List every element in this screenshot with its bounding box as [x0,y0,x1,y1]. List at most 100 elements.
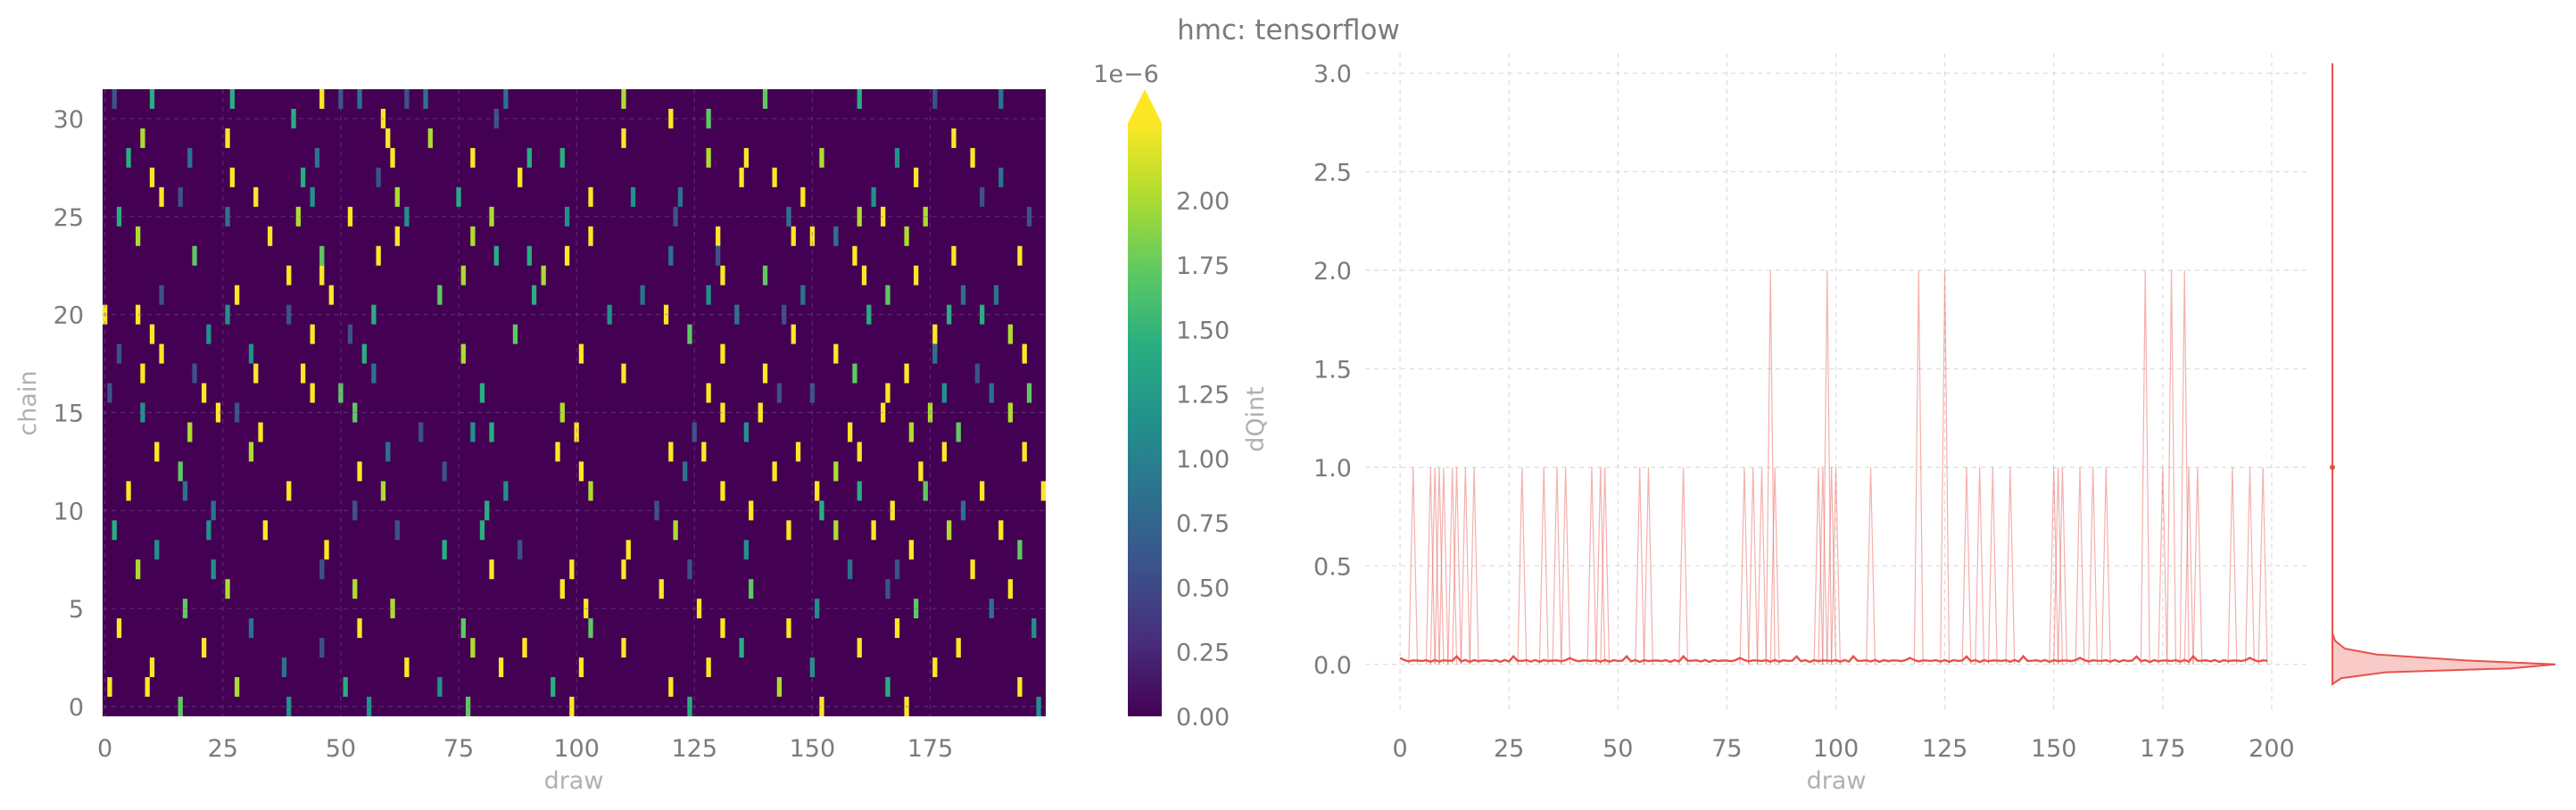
heatmap-cell [112,520,117,541]
heatmap-cell [427,128,433,148]
heatmap-cell [795,442,801,462]
heatmap-cell [894,559,900,580]
heatmap-cell [418,422,424,442]
heatmap-cell [743,147,750,168]
heatmap-cell [338,89,344,109]
heatmap-cell [786,206,791,227]
trace-spike [1756,467,1767,665]
heatmap-cell [932,343,938,364]
heatmap-cell [564,245,570,266]
heatmap-cell [442,540,447,560]
heatmap-cell [908,540,915,560]
trace-spike [1561,467,1571,665]
heatmap-cell [135,226,141,246]
heatmap-cell [848,559,853,580]
heatmap-cell [253,363,259,384]
heatmap-cell [1022,343,1027,364]
heatmap-cell [248,442,254,462]
heatmap-cell [947,304,952,325]
heatmap-cell [262,520,268,541]
trace-spike [2088,467,2099,665]
heatmap-cell [394,520,400,541]
heatmap-cell [815,599,820,619]
heatmap-cell [621,559,626,580]
heatmap-cell [404,657,410,678]
trace-y-tick-label: 2.5 [1313,160,1352,187]
heatmap-cell [569,697,575,716]
heatmap-cell [989,383,994,403]
heatmap-cell [692,422,697,442]
heatmap-cell [815,481,820,501]
heatmap-cell [470,147,476,168]
heatmap-cell [743,422,750,442]
heatmap-cell [518,167,523,187]
heatmap-cell [980,186,985,207]
heatmap-cell [885,383,890,403]
heatmap-y-label: chain [14,370,42,435]
heatmap-cell [380,481,386,501]
heatmap-cell [555,442,560,462]
heatmap-cell [159,285,164,305]
heatmap-cells [103,89,1046,716]
heatmap-cell [154,540,160,560]
heatmap-x-label: draw [544,767,604,795]
heatmap-cell [743,540,750,560]
heatmap-cell [927,402,933,423]
heatmap-cell [706,147,711,168]
heatmap-cell [229,167,235,187]
heatmap-cell [140,128,145,148]
heatmap-cell [687,697,692,716]
colorbar-tick-label: 1.00 [1176,446,1230,474]
heatmap-cell [588,618,593,639]
heatmap-cell [956,638,961,658]
heatmap-cell [654,500,659,521]
trace-spikes [1408,269,2268,665]
heatmap-cell [758,402,763,423]
heatmap-cell [460,265,466,285]
heatmap-cell [687,324,692,344]
heatmap-cell [485,500,490,521]
heatmap-cell [941,383,948,403]
heatmap-cell [107,677,112,698]
trace-y-tick-label: 1.5 [1313,356,1352,384]
trace-y-tick-label: 2.0 [1313,258,1352,285]
heatmap-cell [423,89,428,109]
heatmap-cell [201,638,207,658]
heatmap-cell [833,226,839,246]
trace-spike [1586,467,1597,665]
heatmap-cell [1040,481,1046,501]
trace-spike [1913,269,1924,665]
colorbar-tick-label: 1.75 [1176,252,1230,280]
heatmap-cell [498,657,504,678]
heatmap-cell [192,363,197,384]
heatmap-cell [706,285,711,305]
trace-x-tick-label: 175 [2140,735,2186,763]
heatmap-cell [347,324,353,344]
heatmap-cell [668,677,674,698]
colorbar-extend-arrow [1128,89,1162,123]
heatmap-cell [739,167,744,187]
heatmap-cell [522,638,527,658]
heatmap-cell [319,265,325,285]
heatmap-x-ticks: 0 25 50 75 100 125 150 175 [97,735,953,763]
heatmap-cell [819,147,824,168]
heatmap-cell [819,500,824,521]
heatmap-cell [970,559,975,580]
trace-y-tick-label: 0.0 [1313,652,1352,680]
heatmap-cell [225,206,230,227]
heatmap-x-tick-label: 25 [208,735,238,763]
heatmap-cell [347,206,353,227]
heatmap-cell [258,422,263,442]
trace-mean-line [1399,654,2268,664]
trace-spike [2192,467,2203,665]
heatmap-cell [149,167,155,187]
heatmap-cell [998,167,1004,187]
heatmap-cell [871,186,876,207]
heatmap-cell [531,285,537,305]
heatmap-x-tick-label: 150 [790,735,836,763]
heatmap-cell [607,304,612,325]
heatmap-cell [493,245,499,266]
trace-panel: 0 25 50 75 100 125 150 175 200 0.0 0.5 1.0 1.5 2.0 2.… [1313,54,2307,795]
heatmap-cell [809,383,816,403]
heatmap-cell [371,304,377,325]
